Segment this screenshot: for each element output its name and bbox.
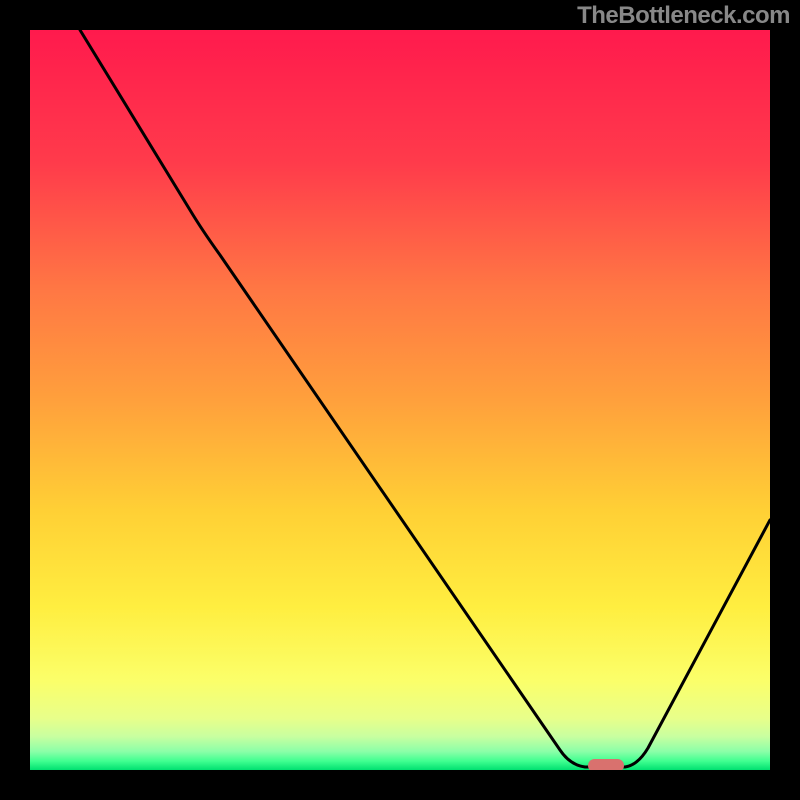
bottleneck-curve <box>30 30 770 770</box>
optimum-marker <box>588 759 624 771</box>
watermark-text: TheBottleneck.com <box>577 2 790 30</box>
curve-path <box>80 30 770 767</box>
plot-area <box>30 30 770 770</box>
